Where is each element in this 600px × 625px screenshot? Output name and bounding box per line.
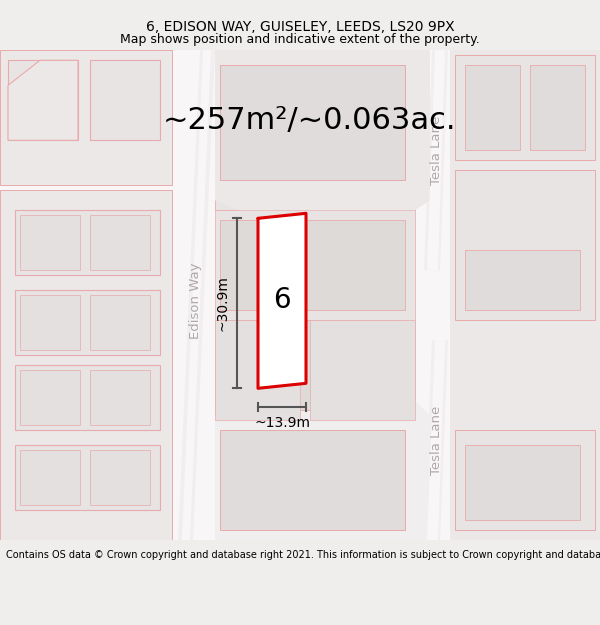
Bar: [90, 370, 150, 425]
Bar: [220, 430, 405, 530]
Text: Tesla Lane: Tesla Lane: [431, 406, 443, 475]
Bar: [220, 65, 405, 180]
Bar: [310, 320, 415, 420]
Bar: [20, 450, 80, 505]
Bar: [20, 370, 80, 425]
Text: Contains OS data © Crown copyright and database right 2021. This information is : Contains OS data © Crown copyright and d…: [6, 550, 600, 560]
Polygon shape: [424, 340, 448, 540]
Text: ~30.9m: ~30.9m: [216, 276, 230, 331]
Bar: [215, 210, 415, 420]
Polygon shape: [424, 50, 448, 270]
Polygon shape: [8, 60, 78, 140]
Bar: [0, 50, 172, 185]
Polygon shape: [427, 340, 445, 540]
Polygon shape: [215, 50, 430, 90]
Bar: [90, 450, 150, 505]
Text: 6, EDISON WAY, GUISELEY, LEEDS, LS20 9PX: 6, EDISON WAY, GUISELEY, LEEDS, LS20 9PX: [146, 20, 454, 34]
Bar: [450, 50, 600, 540]
Bar: [90, 295, 150, 350]
Text: ~13.9m: ~13.9m: [254, 416, 310, 430]
Bar: [465, 65, 520, 150]
Text: ~257m²/~0.063ac.: ~257m²/~0.063ac.: [163, 106, 457, 135]
Text: Edison Way: Edison Way: [190, 262, 203, 339]
Bar: [215, 420, 415, 540]
Bar: [530, 65, 585, 150]
Polygon shape: [178, 50, 215, 540]
Bar: [8, 60, 78, 140]
Polygon shape: [215, 400, 430, 540]
Polygon shape: [258, 213, 306, 388]
Bar: [90, 215, 150, 270]
Polygon shape: [215, 50, 430, 210]
Bar: [90, 60, 160, 140]
Text: Map shows position and indicative extent of the property.: Map shows position and indicative extent…: [120, 33, 480, 46]
Bar: [15, 365, 160, 430]
Text: Tesla Lane: Tesla Lane: [431, 116, 443, 185]
Bar: [215, 50, 415, 210]
Bar: [465, 445, 580, 520]
Bar: [20, 295, 80, 350]
Bar: [465, 250, 580, 310]
Bar: [455, 430, 595, 530]
Bar: [215, 50, 430, 80]
Bar: [455, 55, 595, 160]
Bar: [215, 320, 300, 420]
Bar: [455, 170, 595, 320]
Polygon shape: [427, 50, 445, 270]
Bar: [220, 320, 405, 410]
Bar: [0, 190, 172, 540]
Bar: [220, 220, 405, 310]
Bar: [15, 210, 160, 275]
Bar: [15, 445, 160, 510]
Bar: [20, 215, 80, 270]
Bar: [15, 290, 160, 355]
Polygon shape: [182, 50, 211, 540]
Text: 6: 6: [273, 286, 291, 314]
